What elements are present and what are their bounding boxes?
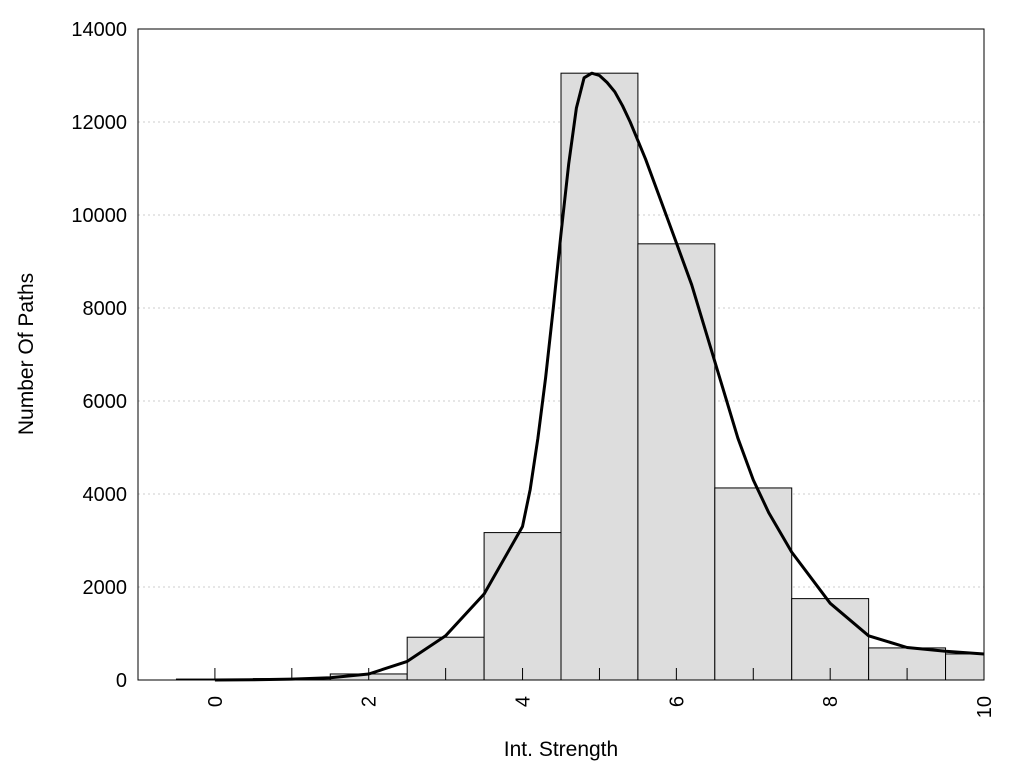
bar-6 — [637, 243, 716, 681]
bar-8 — [791, 598, 870, 681]
y-tick-label: 14000 — [71, 19, 127, 41]
x-axis-title: Int. Strength — [504, 738, 618, 761]
plot-frame — [137, 28, 985, 681]
x-tick-label: 10 — [974, 696, 996, 718]
histogram-bars — [175, 72, 985, 681]
bar-5 — [560, 72, 639, 681]
y-tick-label: 6000 — [83, 391, 128, 413]
bar-7 — [714, 487, 793, 681]
y-tick-label: 0 — [116, 670, 127, 692]
y-tick-label: 2000 — [83, 577, 128, 599]
x-tick-label: 0 — [205, 696, 227, 707]
x-tick-label: 2 — [359, 696, 381, 707]
density-curve — [214, 71, 985, 682]
y-axis-title: Number Of Paths — [15, 273, 38, 435]
y-tick-label: 12000 — [71, 112, 127, 134]
bar-10 — [945, 653, 985, 681]
bar-4 — [483, 532, 562, 681]
x-tick-label: 4 — [513, 696, 535, 707]
x-tick-labels: 0 2 4 6 8 10 — [205, 696, 996, 718]
y-tick-label: 10000 — [71, 205, 127, 227]
grid-lines — [138, 121, 984, 588]
y-tick-label: 4000 — [83, 484, 128, 506]
y-tick-label: 8000 — [83, 298, 128, 320]
x-tick-label: 6 — [666, 696, 688, 707]
x-tick-label: 8 — [820, 696, 842, 707]
y-tick-labels: 0 2000 4000 6000 8000 10000 12000 14000 — [71, 19, 127, 692]
